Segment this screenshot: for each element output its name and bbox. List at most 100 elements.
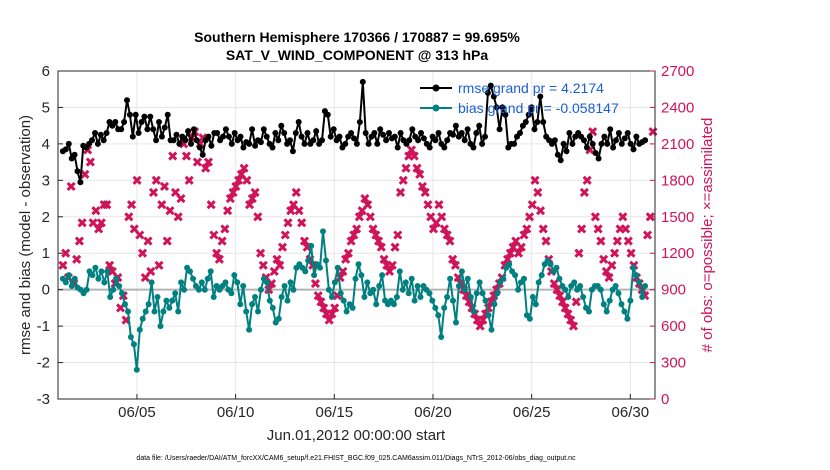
obs-assimilated-point: [283, 218, 293, 228]
obs-assimilated-point: [192, 157, 202, 167]
y-axis-label-left: rmse and bias (model - observation): [17, 115, 34, 355]
x-tick-label: 06/25: [513, 404, 551, 421]
obs-assimilated-point: [72, 254, 82, 264]
obs-assimilated-point: [58, 260, 68, 270]
rmse-point: [458, 130, 465, 136]
obs-assimilated-point: [527, 200, 537, 210]
rmse-point: [464, 126, 471, 133]
obs-assimilated-point: [612, 236, 622, 246]
obs-assimilated-point: [255, 248, 266, 258]
bias-point: [311, 272, 318, 279]
x-tick-label: 06/05: [118, 404, 156, 421]
rmse-point: [231, 130, 238, 136]
obs-assimilated-point: [148, 187, 159, 198]
x-tick-label: 06/15: [316, 404, 354, 421]
obs-assimilated-point: [341, 254, 351, 264]
rmse-point: [132, 111, 139, 118]
obs-assimilated-point: [330, 303, 340, 313]
rmse-point: [502, 111, 509, 118]
obs-assimilated-point: [338, 266, 348, 277]
legend-bias-label: bias grand pr = -0.058147: [458, 100, 619, 116]
obs-assimilated-point: [599, 254, 609, 264]
x-gridlines: [136, 71, 631, 399]
rmse-point: [301, 140, 308, 147]
bias-point: [231, 272, 238, 279]
bias-point: [308, 242, 315, 249]
bias-point: [535, 279, 542, 286]
left-tick-label: 5: [42, 99, 50, 116]
bias-point: [633, 272, 640, 279]
bias-point: [127, 334, 134, 340]
bias-point: [71, 275, 78, 282]
rmse-point: [237, 133, 244, 140]
obs-assimilated-point: [439, 224, 449, 234]
rmse-point: [124, 97, 130, 104]
bias-point: [142, 308, 149, 315]
rmse-point: [164, 111, 171, 118]
rmse-point: [391, 133, 398, 140]
chart-title-line2: SAT_V_WIND_COMPONENT @ 313 hPa: [226, 47, 489, 63]
rmse-point: [374, 140, 381, 147]
bias-point: [473, 290, 480, 297]
rmse-point: [118, 126, 125, 133]
rmse-point: [484, 89, 491, 96]
rmse-point: [356, 119, 363, 125]
left-axis-ticks: -3 -2 -1 0 1 2 3 4 5 6: [37, 63, 63, 408]
rmse-point: [554, 151, 561, 158]
bias-point: [435, 312, 442, 319]
bias-point: [133, 366, 140, 373]
bias-point: [252, 294, 258, 300]
rmse-point: [461, 137, 468, 144]
rmse-point: [418, 130, 424, 136]
obs-assimilated-point: [538, 224, 548, 234]
bias-point: [417, 294, 424, 300]
obs-assimilated-point: [596, 236, 606, 246]
rmse-point: [537, 93, 544, 100]
obs-assimilated-point: [94, 224, 104, 234]
obs-assimilated-point: [220, 224, 230, 234]
obs-assimilated-point: [448, 254, 458, 264]
obs-assimilated-point: [368, 224, 378, 234]
rmse-point: [362, 130, 369, 136]
obs-assimilated-point: [343, 248, 353, 258]
rmse-point: [278, 122, 285, 129]
bias-point: [119, 290, 125, 297]
obs-assimilated-point: [124, 212, 134, 222]
bias-point: [166, 304, 173, 311]
bias-point: [432, 304, 439, 311]
rmse-point: [135, 130, 142, 136]
plot-frame: [57, 70, 656, 400]
rmse-point: [129, 133, 136, 140]
obs-assimilated-point: [126, 200, 137, 210]
obs-assimilated-point: [417, 181, 428, 191]
rmse-point: [499, 104, 506, 111]
obs-assimilated-point: [212, 248, 222, 258]
bias-point: [393, 294, 400, 300]
rmse-point: [551, 137, 558, 144]
rmse-point: [386, 130, 392, 136]
obs-assimilated-point: [247, 193, 257, 204]
bias-point: [246, 326, 253, 333]
bias-point: [379, 272, 386, 279]
obs-assimilated-point: [277, 242, 288, 252]
rmse-point: [144, 126, 151, 133]
bias-point: [249, 301, 256, 308]
bias-point: [532, 301, 539, 308]
bias-point: [113, 275, 120, 282]
bias-point: [612, 283, 619, 289]
right-tick-label: 600: [661, 318, 686, 335]
bias-point: [361, 294, 368, 300]
obs-assimilated-point: [626, 248, 636, 258]
rmse-point: [182, 137, 189, 144]
plot-area: [58, 71, 655, 399]
obs-assimilated-point: [533, 187, 543, 198]
obs-assimilated-point: [415, 169, 425, 179]
bias-point: [453, 319, 459, 326]
obs-assimilated-point: [371, 230, 381, 240]
rmse-point: [103, 130, 110, 136]
bias-point: [615, 290, 622, 297]
bias-point: [130, 341, 137, 348]
bias-point: [340, 297, 347, 304]
obs-assimilated-point: [165, 206, 175, 216]
rmse-point: [351, 135, 357, 142]
